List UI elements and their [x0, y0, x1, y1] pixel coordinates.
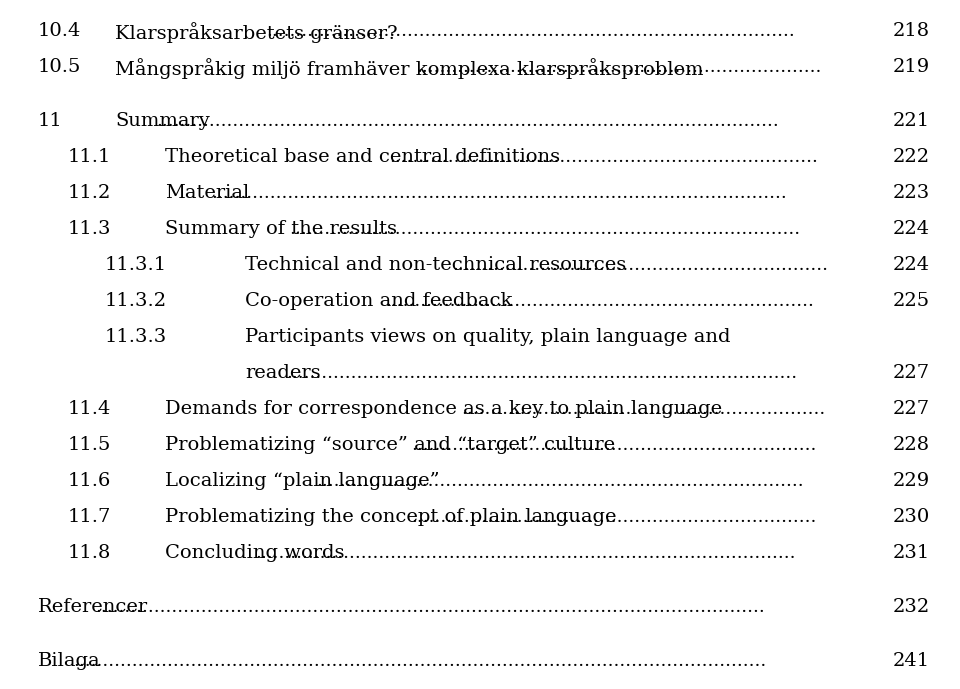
Text: Technical and non-technical resources: Technical and non-technical resources — [245, 256, 626, 274]
Text: 11.3.2: 11.3.2 — [105, 292, 167, 310]
Text: Localizing “plain language”: Localizing “plain language” — [165, 472, 440, 490]
Text: .....................................................................: ........................................… — [411, 508, 816, 526]
Text: 11.3.1: 11.3.1 — [105, 256, 167, 274]
Text: ................................................................................: ........................................… — [73, 652, 766, 670]
Text: 231: 231 — [893, 544, 930, 562]
Text: 222: 222 — [893, 148, 930, 166]
Text: 10.5: 10.5 — [38, 58, 82, 76]
Text: ................................................................................: ........................................… — [267, 22, 796, 40]
Text: .....................................................................: ........................................… — [411, 436, 816, 454]
Text: 11.1: 11.1 — [68, 148, 111, 166]
Text: 241: 241 — [893, 652, 930, 670]
Text: 219: 219 — [893, 58, 930, 76]
Text: Theoretical base and central definitions: Theoretical base and central definitions — [165, 148, 560, 166]
Text: Material: Material — [165, 184, 250, 202]
Text: 11.5: 11.5 — [68, 436, 111, 454]
Text: ................................................................................: ........................................… — [211, 184, 787, 202]
Text: 224: 224 — [893, 220, 930, 238]
Text: ................................................................: ........................................… — [452, 256, 828, 274]
Text: 221: 221 — [893, 112, 930, 130]
Text: 11: 11 — [38, 112, 62, 130]
Text: .........................................................................: ........................................… — [389, 148, 818, 166]
Text: 11.3.3: 11.3.3 — [105, 328, 167, 346]
Text: 232: 232 — [893, 598, 930, 616]
Text: 11.4: 11.4 — [68, 400, 111, 418]
Text: 223: 223 — [893, 184, 930, 202]
Text: 11.8: 11.8 — [68, 544, 111, 562]
Text: Concluding words: Concluding words — [165, 544, 345, 562]
Text: Problematizing “source” and “target” culture: Problematizing “source” and “target” cul… — [165, 436, 615, 454]
Text: ................................................................................: ........................................… — [286, 364, 797, 382]
Text: Summary: Summary — [115, 112, 209, 130]
Text: 225: 225 — [893, 292, 930, 310]
Text: 218: 218 — [893, 22, 930, 40]
Text: 11.3: 11.3 — [68, 220, 111, 238]
Text: 10.4: 10.4 — [38, 22, 82, 40]
Text: 11.7: 11.7 — [68, 508, 111, 526]
Text: 11.6: 11.6 — [68, 472, 111, 490]
Text: Participants views on quality, plain language and: Participants views on quality, plain lan… — [245, 328, 731, 346]
Text: 229: 229 — [893, 472, 930, 490]
Text: Referencer: Referencer — [38, 598, 148, 616]
Text: ................................................................................: ........................................… — [255, 544, 796, 562]
Text: Klarspråksarbetets gränser?: Klarspråksarbetets gränser? — [115, 22, 397, 43]
Text: .....................................................................: ........................................… — [417, 58, 822, 76]
Text: 11.2: 11.2 — [68, 184, 111, 202]
Text: Summary of the results: Summary of the results — [165, 220, 397, 238]
Text: ................................................................................: ........................................… — [95, 598, 765, 616]
Text: Demands for correspondence as a key to plain language: Demands for correspondence as a key to p… — [165, 400, 722, 418]
Text: ..............................................................: ........................................… — [461, 400, 825, 418]
Text: Bilaga: Bilaga — [38, 652, 101, 670]
Text: Co-operation and feedback: Co-operation and feedback — [245, 292, 513, 310]
Text: .........................................................................: ........................................… — [386, 292, 814, 310]
Text: 230: 230 — [893, 508, 930, 526]
Text: ................................................................................: ........................................… — [317, 472, 804, 490]
Text: Problematizing the concept of plain language: Problematizing the concept of plain lang… — [165, 508, 616, 526]
Text: ................................................................................: ........................................… — [289, 220, 800, 238]
Text: 227: 227 — [893, 364, 930, 382]
Text: Mångspråkig miljö framhäver komplexa klarspråksproblem: Mångspråkig miljö framhäver komplexa kla… — [115, 58, 704, 79]
Text: 228: 228 — [893, 436, 930, 454]
Text: 224: 224 — [893, 256, 930, 274]
Text: readers: readers — [245, 364, 321, 382]
Text: ................................................................................: ........................................… — [156, 112, 779, 130]
Text: 227: 227 — [893, 400, 930, 418]
